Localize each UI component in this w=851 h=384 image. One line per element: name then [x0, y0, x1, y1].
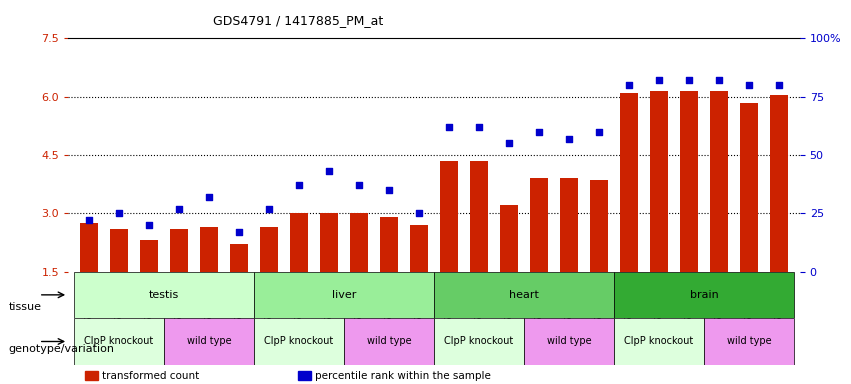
Bar	[74, 271, 254, 318]
Point	[742, 82, 756, 88]
Point	[712, 77, 726, 83]
Text: testis: testis	[149, 290, 180, 300]
Bar	[434, 271, 614, 318]
Bar	[230, 244, 248, 271]
Bar	[560, 178, 578, 271]
Bar	[680, 91, 698, 271]
Point	[472, 124, 486, 130]
Bar	[254, 318, 344, 365]
Bar	[320, 213, 338, 271]
Point	[112, 210, 126, 216]
Point	[683, 77, 696, 83]
Text: percentile rank within the sample: percentile rank within the sample	[315, 371, 491, 381]
Bar	[254, 271, 434, 318]
Bar	[164, 318, 254, 365]
Bar	[380, 217, 398, 271]
Bar	[74, 318, 164, 365]
Text: wild type: wild type	[186, 336, 231, 346]
Point	[323, 168, 336, 174]
Text: wild type: wild type	[546, 336, 591, 346]
Point	[352, 182, 366, 188]
Text: wild type: wild type	[367, 336, 411, 346]
Point	[292, 182, 306, 188]
Bar	[770, 95, 788, 271]
Bar	[614, 271, 794, 318]
Bar	[710, 91, 728, 271]
Text: brain: brain	[689, 290, 718, 300]
Bar	[740, 103, 758, 271]
Bar	[524, 318, 614, 365]
Text: ClpP knockout: ClpP knockout	[444, 336, 514, 346]
Point	[232, 229, 246, 235]
Point	[652, 77, 665, 83]
Bar	[410, 225, 428, 271]
Text: genotype/variation: genotype/variation	[9, 344, 115, 354]
Bar	[500, 205, 518, 271]
Bar	[350, 213, 368, 271]
Point	[443, 124, 456, 130]
Bar	[80, 223, 98, 271]
Point	[203, 194, 216, 200]
Text: GDS4791 / 1417885_PM_at: GDS4791 / 1417885_PM_at	[213, 14, 383, 27]
Bar	[440, 161, 458, 271]
Point	[172, 205, 186, 212]
Bar	[434, 318, 524, 365]
Bar	[290, 213, 308, 271]
Text: ClpP knockout: ClpP knockout	[625, 336, 694, 346]
Bar	[590, 180, 608, 271]
Text: ClpP knockout: ClpP knockout	[84, 336, 154, 346]
Text: heart: heart	[509, 290, 539, 300]
Bar	[650, 91, 668, 271]
Text: liver: liver	[332, 290, 357, 300]
Point	[83, 217, 96, 223]
Point	[262, 205, 276, 212]
Point	[142, 222, 156, 228]
Point	[382, 187, 396, 193]
Point	[502, 140, 516, 146]
Bar	[704, 318, 794, 365]
Bar	[614, 318, 704, 365]
Bar	[344, 318, 434, 365]
Text: transformed count: transformed count	[102, 371, 199, 381]
Bar	[110, 229, 128, 271]
Point	[532, 129, 545, 135]
Point	[772, 82, 785, 88]
Bar	[140, 240, 158, 271]
Bar	[200, 227, 218, 271]
Point	[412, 210, 426, 216]
Text: wild type: wild type	[727, 336, 771, 346]
Text: ClpP knockout: ClpP knockout	[265, 336, 334, 346]
Bar	[470, 161, 488, 271]
Point	[592, 129, 606, 135]
Bar	[170, 229, 188, 271]
Point	[563, 136, 576, 142]
Bar	[260, 227, 278, 271]
Bar	[620, 93, 638, 271]
Point	[622, 82, 636, 88]
Text: tissue: tissue	[9, 302, 42, 312]
Bar	[530, 178, 548, 271]
